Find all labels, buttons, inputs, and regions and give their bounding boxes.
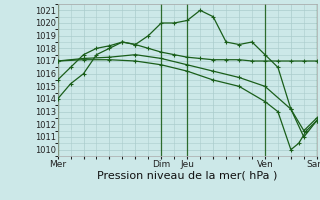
X-axis label: Pression niveau de la mer( hPa ): Pression niveau de la mer( hPa ) <box>97 171 277 181</box>
